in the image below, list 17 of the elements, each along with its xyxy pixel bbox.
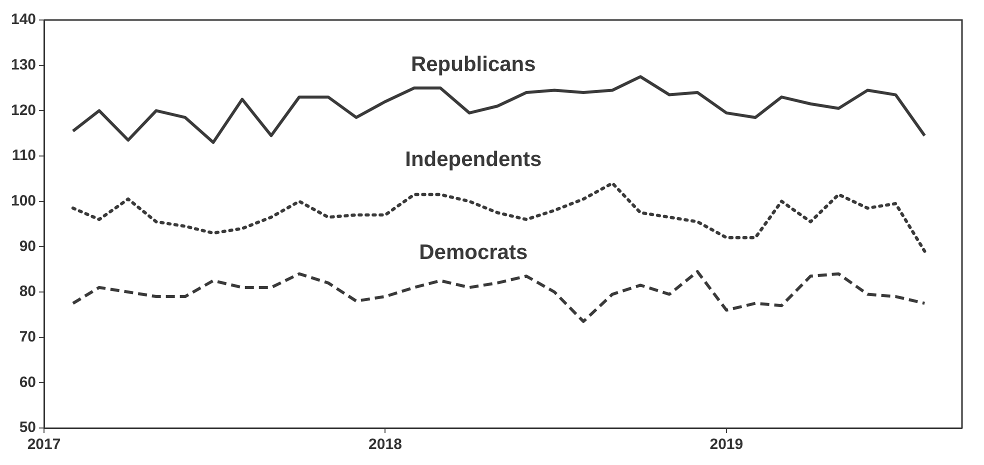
series-label: Democrats [419,241,528,264]
y-tick-label: 70 [19,328,36,346]
series-label: Republicans [410,53,536,76]
y-tick-label: 50 [19,419,36,436]
y-tick-label: 120 [10,102,36,119]
y-tick-label: 140 [10,11,36,28]
y-tick-label: 110 [12,147,36,164]
x-tick-label: 2017 [27,436,61,454]
x-tick-label: 2018 [368,436,402,454]
series-label: Independents [405,148,542,172]
y-tick-label: 80 [19,283,36,300]
y-tick-label: 60 [19,374,36,391]
x-tick-label: 2019 [710,436,744,454]
y-tick-label: 100 [10,192,36,210]
y-tick-label: 90 [19,238,36,255]
line-series [72,270,926,323]
y-tick-label: 130 [10,56,36,74]
